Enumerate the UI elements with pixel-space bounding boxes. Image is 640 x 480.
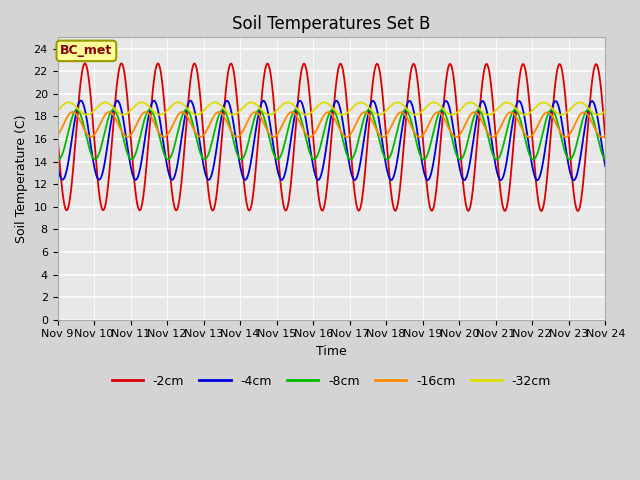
-16cm xyxy=(506,109,514,115)
-8cm xyxy=(506,116,514,122)
Y-axis label: Soil Temperature (C): Soil Temperature (C) xyxy=(15,114,28,243)
Line: -4cm: -4cm xyxy=(58,101,605,180)
-32cm xyxy=(282,100,290,106)
-16cm xyxy=(282,115,290,120)
-32cm xyxy=(175,99,182,105)
-2cm xyxy=(574,208,582,214)
-8cm xyxy=(269,149,276,155)
-4cm xyxy=(54,163,61,168)
-32cm xyxy=(269,111,276,117)
-2cm xyxy=(81,60,89,66)
-2cm xyxy=(175,200,182,205)
-32cm xyxy=(602,108,609,114)
-2cm xyxy=(602,135,609,141)
-4cm xyxy=(602,163,609,169)
-4cm xyxy=(175,153,182,159)
Line: -8cm: -8cm xyxy=(58,109,605,160)
-4cm xyxy=(570,177,577,183)
-2cm xyxy=(416,98,424,104)
-8cm xyxy=(73,107,81,112)
-2cm xyxy=(506,183,514,189)
-2cm xyxy=(282,207,290,213)
Line: -2cm: -2cm xyxy=(58,63,605,211)
-32cm xyxy=(54,108,61,113)
-4cm xyxy=(553,99,561,105)
Legend: -2cm, -4cm, -8cm, -16cm, -32cm: -2cm, -4cm, -8cm, -16cm, -32cm xyxy=(107,370,556,393)
-16cm xyxy=(269,134,276,140)
-32cm xyxy=(416,110,424,116)
-8cm xyxy=(566,157,573,163)
-8cm xyxy=(553,117,561,123)
-16cm xyxy=(69,109,77,115)
-2cm xyxy=(269,89,276,95)
-32cm xyxy=(506,100,514,106)
X-axis label: Time: Time xyxy=(316,345,347,358)
-4cm xyxy=(269,139,276,145)
-32cm xyxy=(553,110,561,116)
-8cm xyxy=(282,134,290,140)
Text: BC_met: BC_met xyxy=(60,44,113,58)
-32cm xyxy=(65,99,72,105)
-4cm xyxy=(416,144,424,150)
Line: -16cm: -16cm xyxy=(58,112,605,137)
-32cm xyxy=(594,112,602,118)
Title: Soil Temperatures Set B: Soil Temperatures Set B xyxy=(232,15,431,33)
-8cm xyxy=(54,156,61,162)
-16cm xyxy=(602,132,609,138)
-16cm xyxy=(553,122,561,128)
-8cm xyxy=(416,151,424,156)
Line: -32cm: -32cm xyxy=(58,102,605,115)
-16cm xyxy=(175,111,182,117)
-8cm xyxy=(602,156,609,162)
-2cm xyxy=(553,69,561,74)
-16cm xyxy=(598,134,606,140)
-4cm xyxy=(77,98,84,104)
-4cm xyxy=(506,138,514,144)
-4cm xyxy=(282,166,290,172)
-16cm xyxy=(54,132,61,138)
-2cm xyxy=(54,134,61,140)
-16cm xyxy=(416,134,424,140)
-8cm xyxy=(175,125,182,131)
